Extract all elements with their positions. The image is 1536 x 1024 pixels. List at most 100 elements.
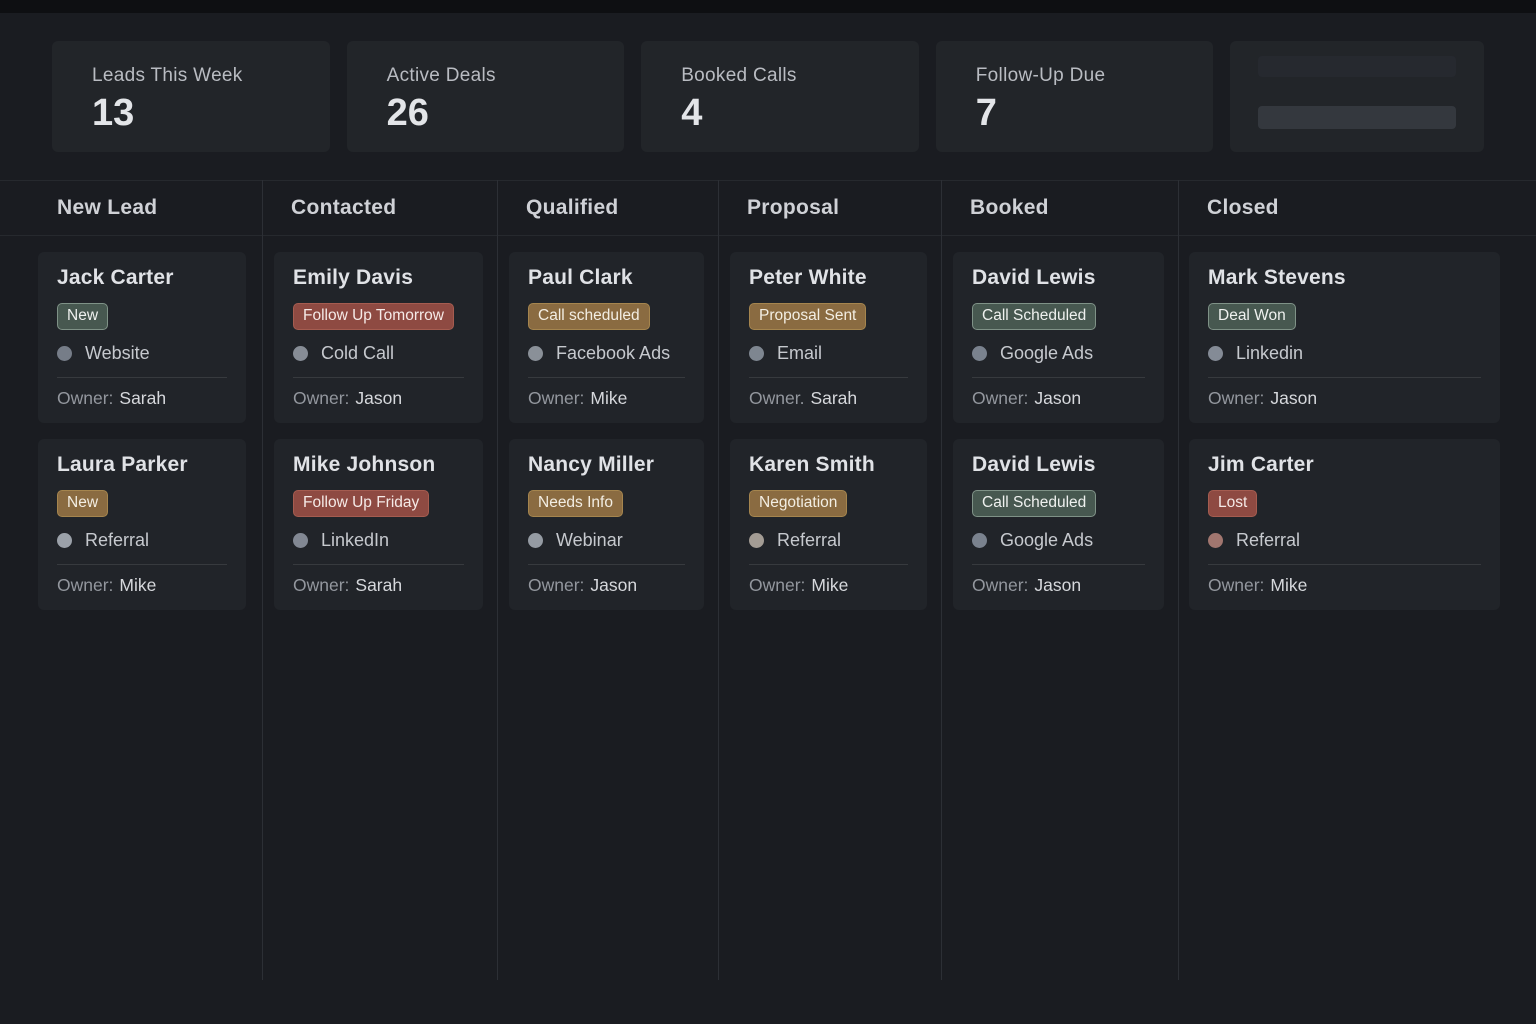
kanban-column: Proposal Peter White Proposal Sent Email… <box>718 180 941 980</box>
card-title: Jack Carter <box>57 266 174 289</box>
card-divider <box>749 377 908 378</box>
status-badge: New <box>57 303 109 330</box>
status-badge: Negotiation <box>749 490 848 517</box>
source-dot-icon <box>528 346 543 361</box>
source-row: LinkedIn <box>293 530 464 551</box>
owner-row: Owner. Sarah <box>749 378 908 409</box>
card-divider <box>972 377 1145 378</box>
source-label: Linkedin <box>1236 343 1304 363</box>
stat-value: 13 <box>92 92 135 134</box>
owner-name: Jason <box>590 575 638 595</box>
kanban-card[interactable]: Mike Johnson Follow Up Friday LinkedIn O… <box>274 439 483 610</box>
card-divider <box>528 564 685 565</box>
kanban-column: New Lead Jack Carter New Website Owner: S… <box>0 180 262 980</box>
skeleton-bar <box>1258 56 1456 77</box>
card-divider <box>972 564 1145 565</box>
card-title: Emily Davis <box>293 266 414 289</box>
kanban-board: New Lead Jack Carter New Website Owner: S… <box>0 180 1536 980</box>
status-badge: Call Scheduled <box>972 303 1097 330</box>
owner-label: Owner: <box>528 388 585 408</box>
stat-card: Active Deals 26 <box>346 41 625 152</box>
source-dot-icon <box>972 346 987 361</box>
card-divider <box>293 564 464 565</box>
status-badge: Follow Up Tomorrow <box>293 303 454 330</box>
kanban-card[interactable]: Emily Davis Follow Up Tomorrow Cold Call… <box>274 252 483 423</box>
card-divider <box>293 377 464 378</box>
owner-row: Owner: Jason <box>972 378 1145 409</box>
card-divider <box>1208 377 1481 378</box>
kanban-card[interactable]: Peter White Proposal Sent Email Owner. Sa… <box>730 252 927 423</box>
owner-label: Owner: <box>57 388 114 408</box>
card-title: Mark Stevens <box>1208 266 1346 289</box>
card-title: David Lewis <box>972 453 1096 476</box>
column-title: Booked <box>970 196 1049 219</box>
stat-value: 26 <box>386 92 429 134</box>
stat-label: Follow-Up Due <box>975 65 1106 86</box>
kanban-card[interactable]: Laura Parker New Referral Owner: Mike <box>38 439 246 610</box>
owner-name: Mike <box>590 388 628 408</box>
owner-row: Owner: Mike <box>1208 565 1481 596</box>
column-header: Closed <box>1179 180 1536 236</box>
card-title: Karen Smith <box>749 453 875 476</box>
column-title: Contacted <box>291 196 397 219</box>
owner-row: Owner: Mike <box>528 378 685 409</box>
source-dot-icon <box>57 346 72 361</box>
column-title: New Lead <box>57 196 158 219</box>
source-label: Referral <box>85 530 150 550</box>
kanban-card[interactable]: Jim Carter Lost Referral Owner: Mike <box>1189 439 1500 610</box>
card-divider <box>528 377 685 378</box>
stat-card: Booked Calls 4 <box>641 41 919 152</box>
owner-row: Owner: Jason <box>1208 378 1481 409</box>
stat-card: Leads This Week 13 <box>52 41 330 152</box>
kanban-card[interactable]: Nancy Miller Needs Info Webinar Owner: Ja… <box>509 439 704 610</box>
source-row: Website <box>57 343 227 364</box>
kanban-column: Booked David Lewis Call Scheduled Google… <box>941 180 1178 980</box>
kanban-card[interactable]: Jack Carter New Website Owner: Sarah <box>38 252 246 423</box>
column-cards: Paul Clark Call scheduled Facebook Ads O… <box>498 236 718 610</box>
owner-label: Owner: <box>293 388 350 408</box>
source-label: Email <box>777 343 823 363</box>
owner-label: Owner. <box>749 388 805 408</box>
owner-name: Sarah <box>810 388 858 408</box>
column-header: Booked <box>942 180 1178 236</box>
owner-label: Owner: <box>1208 575 1265 595</box>
card-divider <box>1208 564 1481 565</box>
stat-value: 4 <box>681 92 703 134</box>
owner-row: Owner: Jason <box>972 565 1145 596</box>
source-row: Referral <box>1208 530 1481 551</box>
kanban-column: Qualified Paul Clark Call scheduled Face… <box>497 180 718 980</box>
card-title: Peter White <box>749 266 867 289</box>
kanban-card[interactable]: Paul Clark Call scheduled Facebook Ads O… <box>509 252 704 423</box>
source-dot-icon <box>1208 346 1223 361</box>
owner-row: Owner: Sarah <box>57 378 227 409</box>
skeleton-bar <box>1258 106 1456 129</box>
kanban-card[interactable]: David Lewis Call Scheduled Google Ads Ow… <box>953 252 1164 423</box>
card-title: Paul Clark <box>528 266 633 289</box>
column-cards: Jack Carter New Website Owner: Sarah Laur… <box>0 236 262 610</box>
source-dot-icon <box>293 533 308 548</box>
owner-row: Owner: Mike <box>57 565 227 596</box>
stat-label: Leads This Week <box>92 65 243 86</box>
kanban-card[interactable]: Mark Stevens Deal Won Linkedin Owner: Jas… <box>1189 252 1500 423</box>
source-label: Google Ads <box>1000 343 1094 363</box>
source-label: Google Ads <box>1000 530 1094 550</box>
status-badge: Proposal Sent <box>749 303 867 330</box>
owner-name: Jason <box>1034 575 1082 595</box>
owner-name: Mike <box>1270 575 1308 595</box>
source-label: LinkedIn <box>321 530 390 550</box>
kanban-column: Closed Mark Stevens Deal Won Linkedin Ow… <box>1178 180 1536 980</box>
stat-label: Booked Calls <box>681 65 797 86</box>
source-row: Facebook Ads <box>528 343 685 364</box>
status-badge: Lost <box>1208 490 1258 517</box>
source-label: Cold Call <box>321 343 395 363</box>
source-label: Facebook Ads <box>556 343 671 363</box>
owner-label: Owner: <box>972 575 1029 595</box>
owner-label: Owner: <box>1208 388 1265 408</box>
source-dot-icon <box>293 346 308 361</box>
kanban-card[interactable]: David Lewis Call Scheduled Google Ads Ow… <box>953 439 1164 610</box>
owner-name: Sarah <box>355 575 403 595</box>
card-divider <box>57 564 227 565</box>
kanban-card[interactable]: Karen Smith Negotiation Referral Owner: M… <box>730 439 927 610</box>
source-row: Linkedin <box>1208 343 1481 364</box>
column-cards: Emily Davis Follow Up Tomorrow Cold Call… <box>263 236 497 610</box>
